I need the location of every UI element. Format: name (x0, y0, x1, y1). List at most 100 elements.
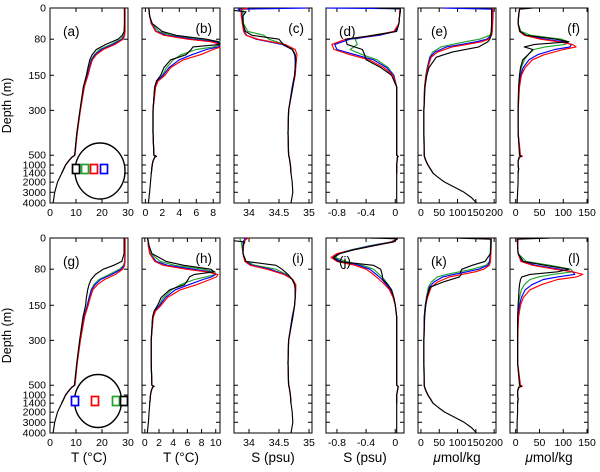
series-blue-line (242, 237, 296, 404)
station-marker-black-icon (119, 395, 129, 407)
x-axis-k: 0 50 100 150 200 (418, 238, 503, 449)
depth-tick-label: 1400 (23, 168, 47, 180)
x-axis-f: 0 50 100 150 (513, 8, 596, 219)
x-tick-label: 150 (578, 207, 596, 219)
station-marker-red-icon (89, 163, 99, 175)
depth-tick-label: 150 (28, 70, 46, 82)
x-tick-label: 150 (467, 207, 485, 219)
x-axis-a: 0 10 20 30 (47, 8, 134, 219)
x-tick-label: -0.4 (357, 207, 375, 219)
x-axis-i: 34 34.5 35 (243, 238, 315, 449)
series-black-line (345, 7, 401, 203)
x-tick-label: 50 (534, 207, 546, 219)
panel-d: -0.8 -0.4 0 (d) (325, 7, 405, 219)
series-group-g (52, 238, 126, 434)
axes-box-b (141, 7, 221, 204)
depth-tick-label: 150 (28, 300, 46, 312)
depth-tick-label: 4000 (23, 198, 47, 210)
series-black-line (423, 8, 493, 204)
eddy-inset-a (71, 142, 126, 200)
x-tick-label: 0 (142, 207, 148, 219)
depth-tick-label: 2000 (23, 407, 47, 419)
x-tick-label: 0 (418, 437, 424, 449)
panel-letter-c: (c) (288, 21, 304, 36)
panel-k: 0 50 100 150 200 (k) μmol/kg (417, 237, 503, 465)
x-axis-l: 0 50 100 150 (513, 238, 596, 449)
x-tick-label: 100 (555, 207, 573, 219)
x-axis-d: -0.8 -0.4 0 (328, 8, 398, 219)
depth-tick-label: 80 (34, 34, 46, 46)
depth-tick-label: 1000 (23, 389, 47, 401)
series-black-line (52, 8, 125, 204)
x-axis-c: 34 34.5 35 (243, 8, 315, 219)
x-tick-label: 0 (47, 207, 53, 219)
depth-tick-label: 500 (28, 150, 46, 162)
panel-letter-e: (e) (431, 24, 448, 39)
panel-c: 34 34.5 35 (c) (233, 7, 315, 219)
x-axis-title-l: μmol/kg (524, 450, 572, 465)
x-tick-label: 20 (96, 437, 108, 449)
x-tick-label: -0.8 (328, 437, 346, 449)
series-black-line (52, 238, 125, 434)
x-tick-label: -0.8 (328, 207, 346, 219)
depth-tick-label: 0 (40, 233, 46, 245)
axes-box-c (233, 7, 313, 204)
series-group-k (423, 237, 492, 434)
panel-letter-h: (h) (196, 251, 213, 266)
x-tick-label: 2 (159, 207, 165, 219)
series-blue-line (517, 8, 572, 174)
panel-b: 0 2 4 6 8(b) (141, 7, 221, 219)
depth-tick-label: 3000 (23, 417, 47, 429)
series-black-line (423, 237, 492, 434)
eddy-inset-g (70, 373, 129, 429)
x-tick-label: 35 (303, 207, 315, 219)
x-tick-label: 4 (176, 207, 182, 219)
panel-l: 0 50 100 150 (l) μmol/kg (509, 237, 596, 465)
series-group-a (52, 8, 126, 204)
x-tick-label: 100 (555, 437, 573, 449)
x-axis-title-k: μmol/kg (432, 450, 480, 465)
series-group-l (516, 237, 584, 433)
y-axis-j (326, 237, 404, 434)
panel-letter-a: (a) (63, 24, 80, 39)
x-tick-label: 0 (47, 437, 53, 449)
panel-letter-g: (g) (63, 254, 80, 269)
series-group-j (330, 237, 399, 433)
panel-h: 0 2 4 6 8 10 (h) T (°C) (141, 237, 222, 465)
x-tick-label: 8 (199, 437, 205, 449)
panel-letter-f: (f) (567, 21, 580, 36)
x-tick-label: 10 (70, 437, 82, 449)
y-axis-f (510, 7, 588, 204)
y-axis-b (142, 7, 220, 204)
axes-box-h (141, 237, 221, 434)
y-axis-d (326, 7, 404, 204)
y-axis-l (510, 237, 588, 434)
series-black-line (233, 240, 296, 434)
series-group-b (147, 7, 221, 204)
series-group-f (516, 7, 577, 204)
x-axis-h: 0 2 4 6 8 10 (142, 238, 222, 449)
series-black-line (233, 9, 297, 204)
x-tick-label: 150 (467, 437, 485, 449)
x-tick-label: 6 (184, 437, 190, 449)
station-marker-green-icon (80, 163, 90, 175)
x-tick-label: 150 (578, 437, 596, 449)
x-tick-label: 50 (433, 207, 445, 219)
depth-tick-label: 300 (28, 335, 46, 347)
series-green-line (517, 8, 569, 174)
x-tick-label: 34 (243, 207, 255, 219)
depth-tick-label: 1000 (23, 159, 47, 171)
station-marker-red-icon (90, 395, 100, 407)
x-tick-label: 30 (122, 437, 134, 449)
series-black-line (516, 7, 570, 204)
series-black-line (332, 237, 399, 433)
x-tick-label: 50 (534, 437, 546, 449)
axes-box-j (325, 237, 405, 434)
station-marker-black-icon (71, 163, 81, 175)
x-tick-label: 50 (433, 437, 445, 449)
x-tick-label: 0 (392, 207, 398, 219)
x-tick-label: 30 (122, 207, 134, 219)
x-tick-label: 200 (485, 437, 503, 449)
panel-letter-l: (l) (568, 251, 580, 266)
